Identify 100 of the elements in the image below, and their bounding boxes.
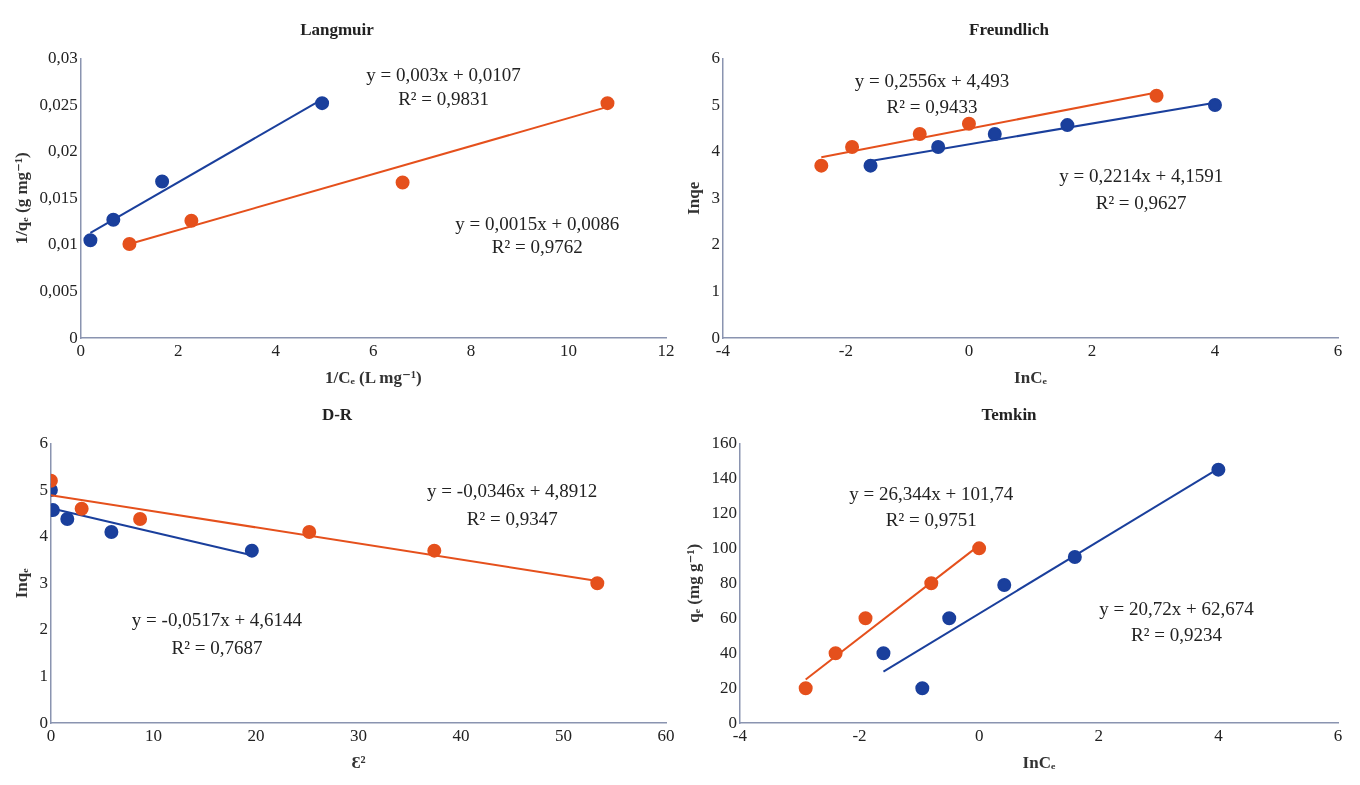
point — [987, 126, 1002, 141]
annotation: R² = 0,9234 — [1131, 624, 1223, 646]
x-tick-label: 2 — [1094, 725, 1104, 745]
y-tick-label: 6 — [39, 432, 48, 452]
point — [395, 175, 410, 190]
point — [931, 140, 946, 154]
x-tick-label: 8 — [466, 340, 476, 360]
y-tick-label: 0,01 — [47, 234, 78, 254]
y-tick-label: 0 — [711, 327, 720, 347]
point — [155, 174, 170, 189]
y-tick-label: 2 — [711, 234, 720, 254]
annotation: R² = 0,9347 — [466, 508, 558, 530]
y-tick-label: 0,015 — [39, 187, 78, 207]
x-tick-label: 12 — [657, 340, 675, 360]
y-axis-title: qₑ (mg g⁻¹) — [683, 543, 703, 623]
y-tick-label: 60 — [719, 607, 737, 627]
point — [133, 511, 148, 526]
y-tick-label: 120 — [711, 502, 737, 522]
point — [74, 501, 89, 516]
x-tick-label: 6 — [1333, 725, 1343, 745]
point — [876, 646, 891, 661]
point — [1207, 98, 1222, 113]
x-tick-label: 60 — [657, 725, 675, 745]
x-tick-label: 4 — [1214, 725, 1224, 745]
point — [845, 140, 860, 154]
chart-title: Langmuir — [300, 19, 375, 39]
point — [912, 126, 927, 141]
y-tick-label: 160 — [711, 432, 737, 452]
x-axis-title: Ɛ² — [351, 753, 366, 773]
y-tick-label: 40 — [719, 642, 737, 662]
point — [184, 213, 199, 228]
point — [997, 578, 1012, 593]
x-tick-label: 50 — [554, 725, 572, 745]
y-tick-label: 140 — [711, 467, 737, 487]
annotation: R² = 0,9751 — [885, 509, 977, 531]
point — [315, 96, 330, 111]
x-axis-title: 1/Cₑ (L mg⁻¹) — [324, 368, 422, 388]
point — [60, 511, 75, 526]
point — [924, 576, 939, 591]
annotation: y = 0,2214x + 4,1591 — [1059, 165, 1224, 187]
chart-title: Temkin — [981, 404, 1038, 424]
point — [972, 541, 987, 556]
x-tick-label: -2 — [838, 340, 854, 360]
y-tick-label: 0 — [69, 327, 78, 347]
point — [83, 233, 98, 248]
y-tick-label: 0,02 — [47, 141, 78, 161]
x-axis-title: InCₑ — [1014, 368, 1048, 388]
y-tick-label: 100 — [711, 537, 737, 557]
x-tick-label: 20 — [247, 725, 265, 745]
annotation: y = 26,344x + 101,74 — [849, 482, 1014, 504]
y-tick-label: 1 — [711, 281, 720, 301]
point — [798, 681, 813, 696]
annotation: R² = 0,9433 — [886, 96, 978, 118]
y-axis-title: Inqe — [683, 181, 703, 215]
y-tick-label: 6 — [711, 47, 720, 67]
x-tick-label: 0 — [964, 340, 974, 360]
annotation: y = 0,0015x + 0,0086 — [455, 212, 620, 234]
point — [828, 646, 843, 661]
y-tick-label: 80 — [719, 572, 737, 592]
point — [814, 158, 829, 173]
y-axis-title: Inqₑ — [11, 567, 31, 599]
y-tick-label: 3 — [711, 187, 720, 207]
x-tick-label: 0 — [974, 725, 984, 745]
annotation: y = 0,2556x + 4,493 — [854, 69, 1010, 91]
y-tick-label: 0 — [728, 712, 737, 732]
point — [1149, 88, 1164, 103]
chart-title: Freundlich — [969, 19, 1050, 39]
y-tick-label: 0,005 — [39, 281, 78, 301]
x-tick-label: 4 — [1210, 340, 1220, 360]
x-tick-label: 10 — [144, 725, 162, 745]
point — [244, 543, 259, 558]
point — [858, 611, 873, 626]
annotation: R² = 0,9627 — [1095, 191, 1187, 213]
y-axis-title: 1/qₑ (g mg⁻¹) — [11, 152, 31, 245]
point — [942, 611, 957, 626]
y-tick-label: 4 — [39, 526, 49, 546]
point — [590, 576, 605, 591]
x-axis-title: InCₑ — [1022, 753, 1056, 773]
annotation: R² = 0,9762 — [491, 236, 583, 258]
point — [915, 681, 930, 696]
x-tick-label: 6 — [369, 340, 378, 360]
chart-title: D-R — [321, 404, 353, 424]
annotation: y = 20,72x + 62,674 — [1099, 597, 1255, 619]
annotation: y = 0,003x + 0,0107 — [366, 64, 521, 86]
point — [1067, 550, 1082, 565]
annotation: R² = 0,9831 — [398, 88, 489, 110]
point — [863, 158, 878, 173]
point — [1060, 118, 1075, 133]
annotation: y = -0,0517x + 4,6144 — [131, 608, 303, 630]
y-tick-label: 3 — [39, 572, 48, 592]
x-tick-label: 10 — [559, 340, 577, 360]
point — [1211, 462, 1226, 477]
x-tick-label: 2 — [1087, 340, 1097, 360]
y-tick-label: 20 — [719, 677, 737, 697]
point — [104, 525, 119, 539]
y-tick-label: 0,03 — [47, 47, 78, 67]
y-tick-label: 5 — [711, 94, 720, 114]
y-tick-label: 2 — [39, 619, 48, 639]
x-tick-label: 40 — [452, 725, 470, 745]
point — [961, 116, 976, 131]
